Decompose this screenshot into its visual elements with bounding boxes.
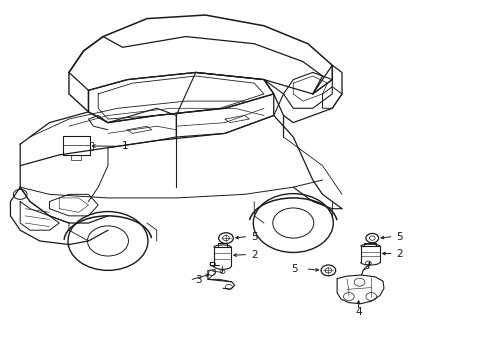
Text: 2: 2 <box>250 249 257 260</box>
Text: 2: 2 <box>395 248 402 258</box>
Text: 5: 5 <box>250 232 257 242</box>
Text: 5: 5 <box>291 264 298 274</box>
Text: 3: 3 <box>194 275 201 285</box>
Text: 5: 5 <box>395 232 402 242</box>
Text: 4: 4 <box>355 307 361 317</box>
Text: 1: 1 <box>122 141 128 151</box>
